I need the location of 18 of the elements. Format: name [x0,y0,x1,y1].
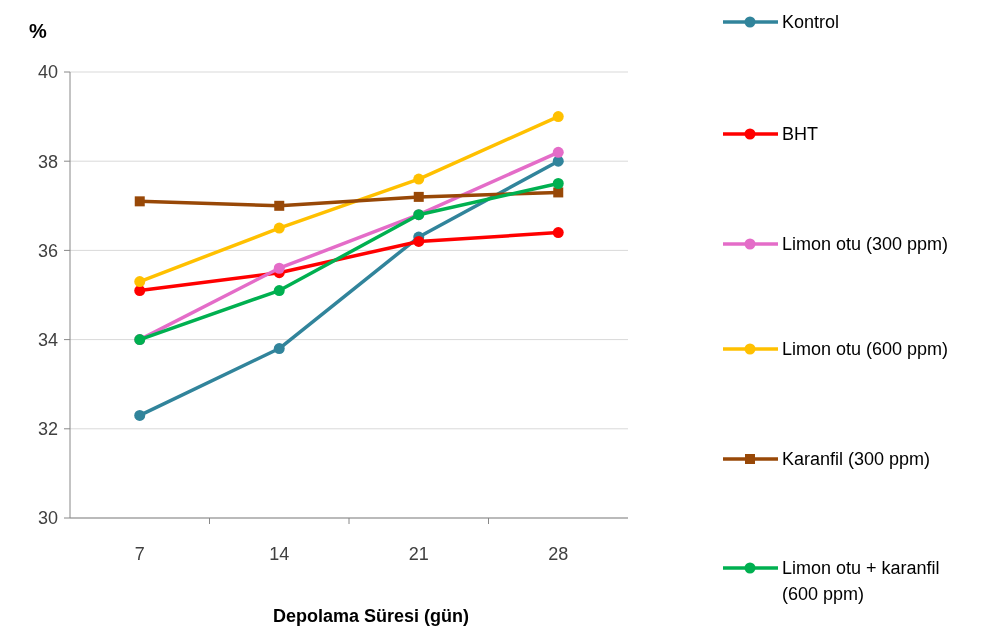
legend-label: Kontrol [782,12,840,33]
y-axis-title: % [29,20,48,42]
x-axis-title: Depolama Süresi (gün) [272,606,470,626]
legend-label: Limon otu (600 ppm) [782,339,949,360]
y-tick-label: 32 [37,419,58,440]
x-tick-label: 21 [408,544,429,564]
y-tick-label: 34 [37,329,58,350]
legend-label: Limon otu + karanfil (600 ppm) [782,558,940,604]
y-tick-label: 30 [37,508,58,529]
x-tick-label: 7 [134,544,145,564]
legend-label: Limon otu (300 ppm) [782,234,949,255]
x-tick-label: 14 [269,544,290,564]
y-tick-label: 38 [37,151,58,172]
legend-label: Karanfil (300 ppm) [782,449,931,470]
y-tick-label: 36 [37,240,58,261]
legend-label: BHT [782,124,818,145]
y-tick-label: 40 [37,62,58,83]
x-tick-label: 28 [548,544,569,564]
